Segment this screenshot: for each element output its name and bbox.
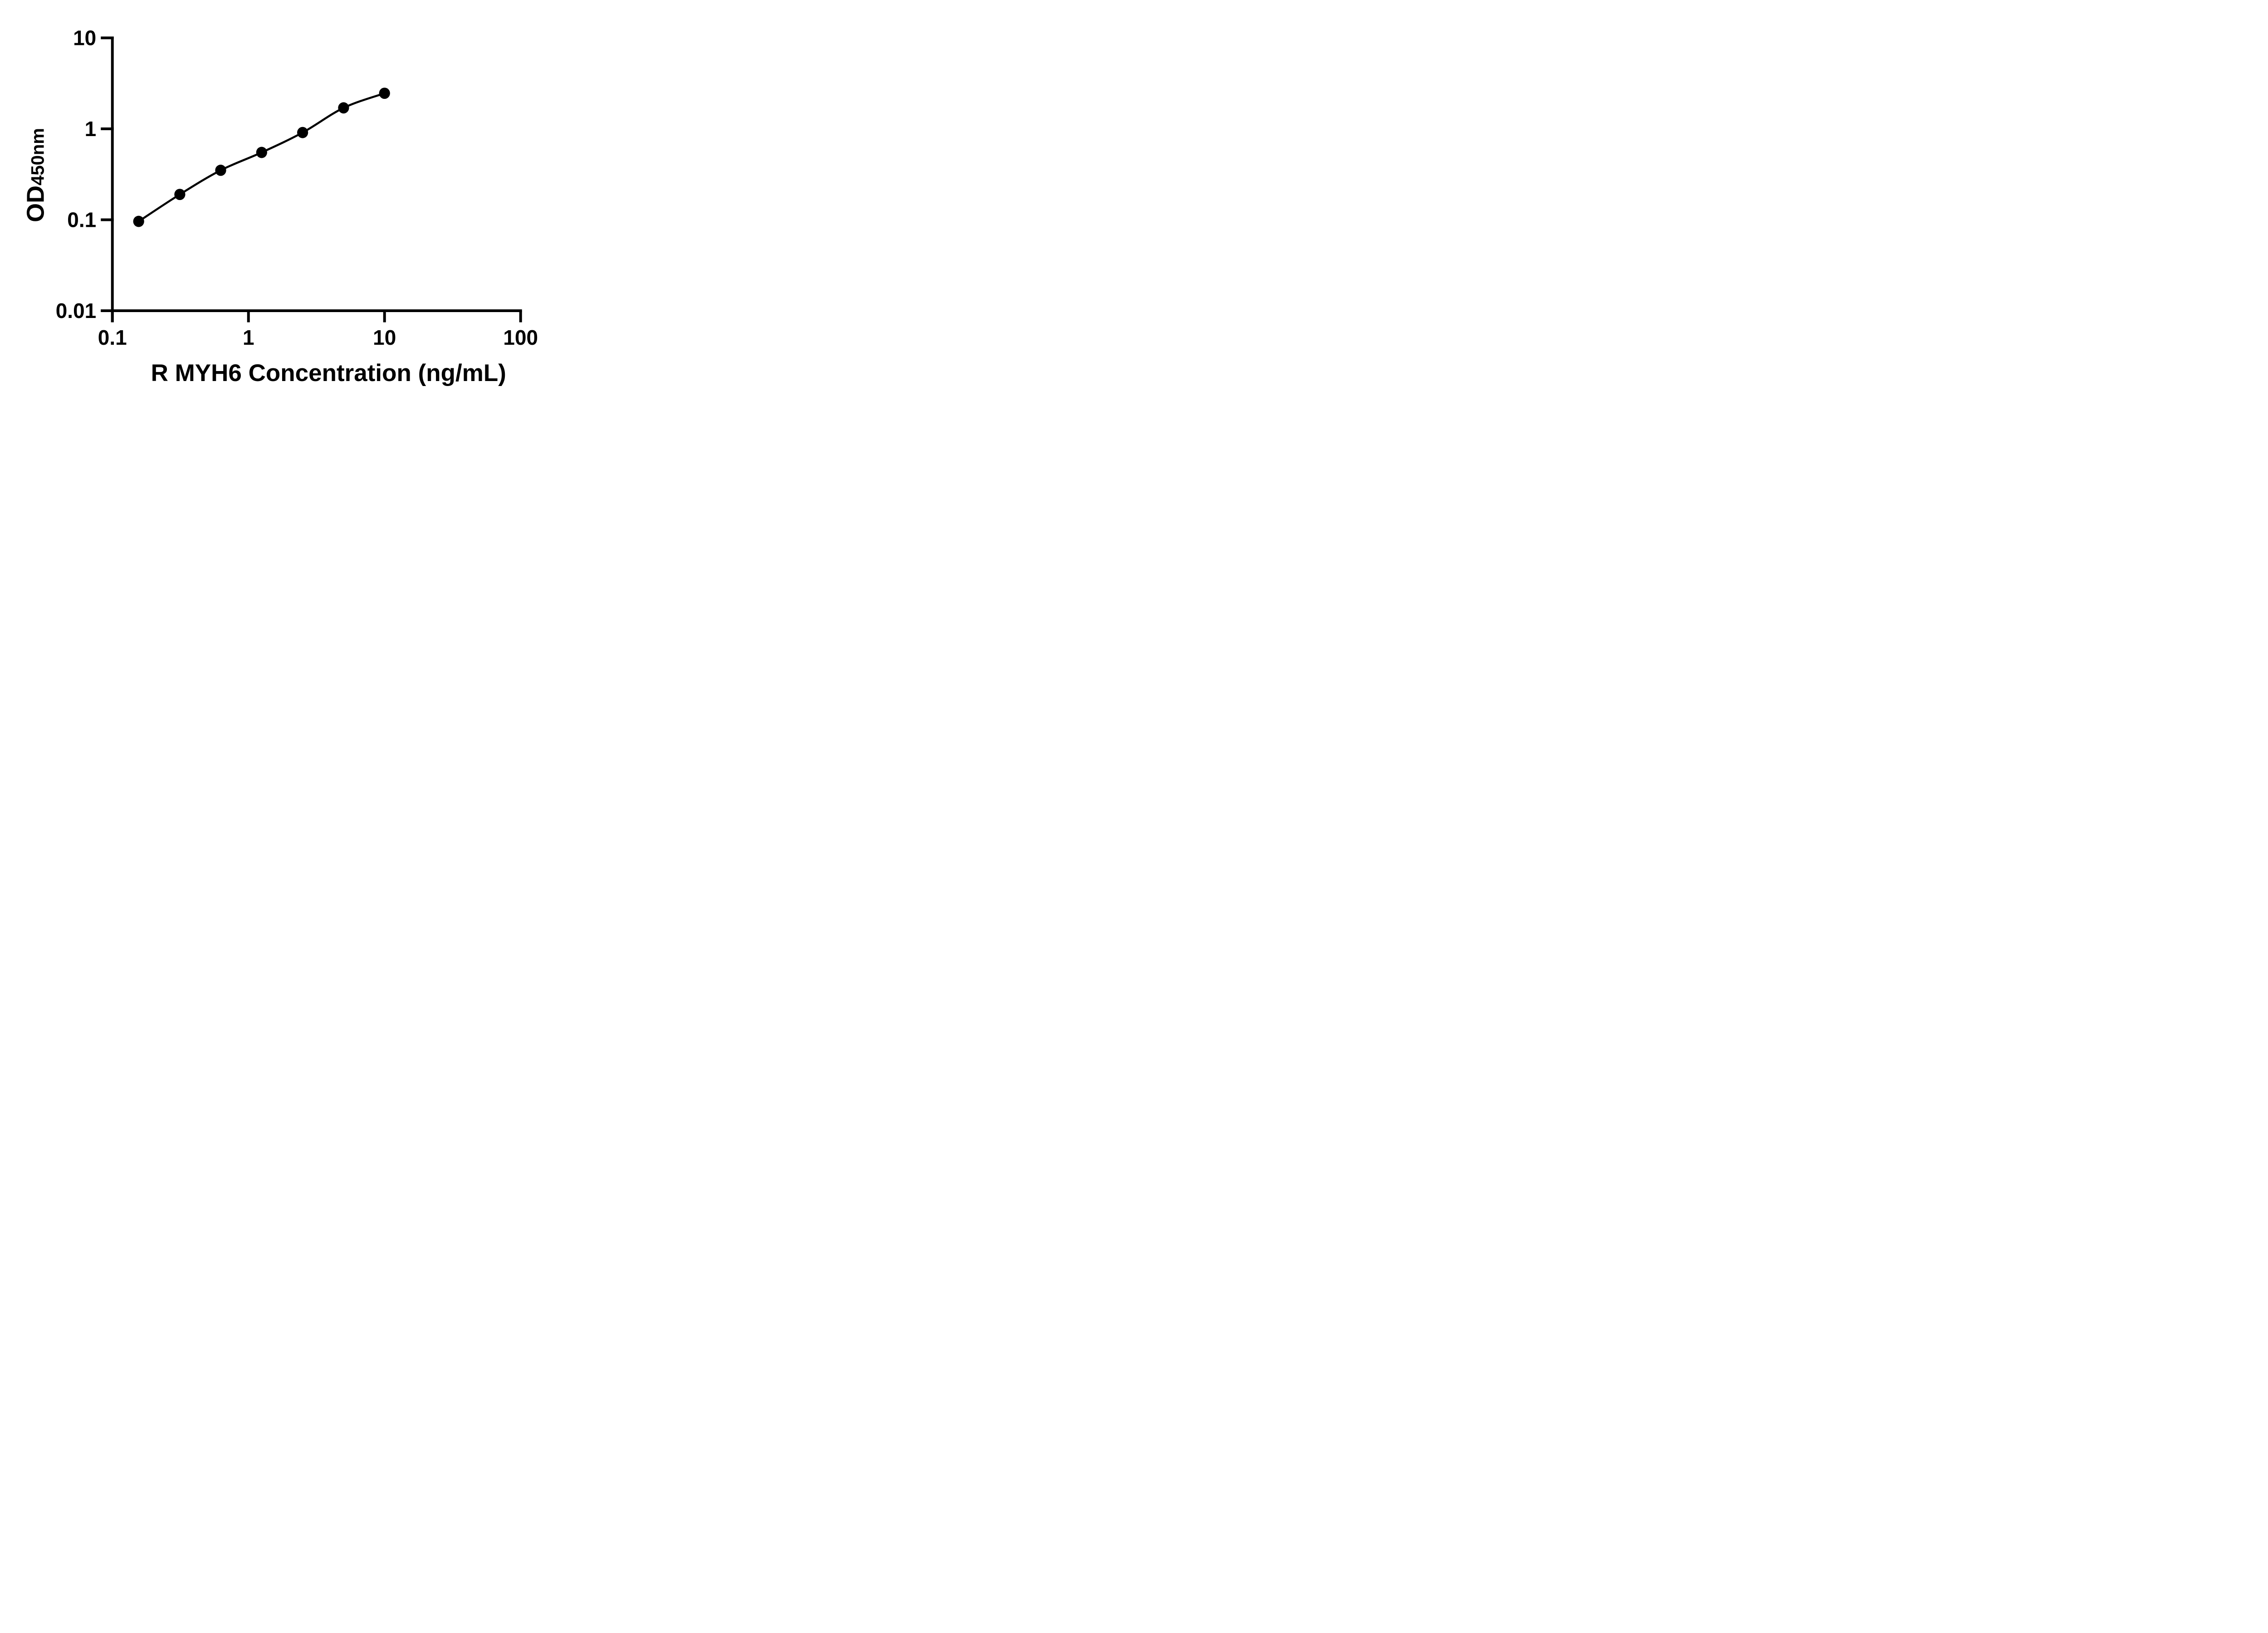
y-tick-label: 10 xyxy=(73,26,96,50)
data-point xyxy=(133,215,144,227)
data-point xyxy=(215,165,226,176)
x-axis-title: R MYH6 Concentration (ng/mL) xyxy=(151,360,506,386)
data-point xyxy=(174,189,186,200)
y-axis-title: OD450nm xyxy=(22,128,49,222)
data-point xyxy=(338,102,349,114)
y-tick-label: 0.1 xyxy=(67,208,96,232)
data-point xyxy=(297,127,308,138)
x-tick-label: 1 xyxy=(243,326,254,349)
data-point xyxy=(256,147,267,158)
y-tick-label: 0.01 xyxy=(56,299,97,323)
elisa-standard-curve-figure: 10 1 0.1 0.01 0.1 1 10 100 R MYH6 Concentration… xyxy=(0,0,583,408)
data-point xyxy=(379,88,390,99)
x-tick-label: 0.1 xyxy=(98,326,127,349)
y-tick-label: 1 xyxy=(85,117,97,141)
y-axis-title-sub: 450nm xyxy=(28,128,48,186)
x-tick-label: 100 xyxy=(503,326,538,349)
y-axis-title-main: OD xyxy=(22,186,49,222)
x-tick-label: 10 xyxy=(373,326,396,349)
